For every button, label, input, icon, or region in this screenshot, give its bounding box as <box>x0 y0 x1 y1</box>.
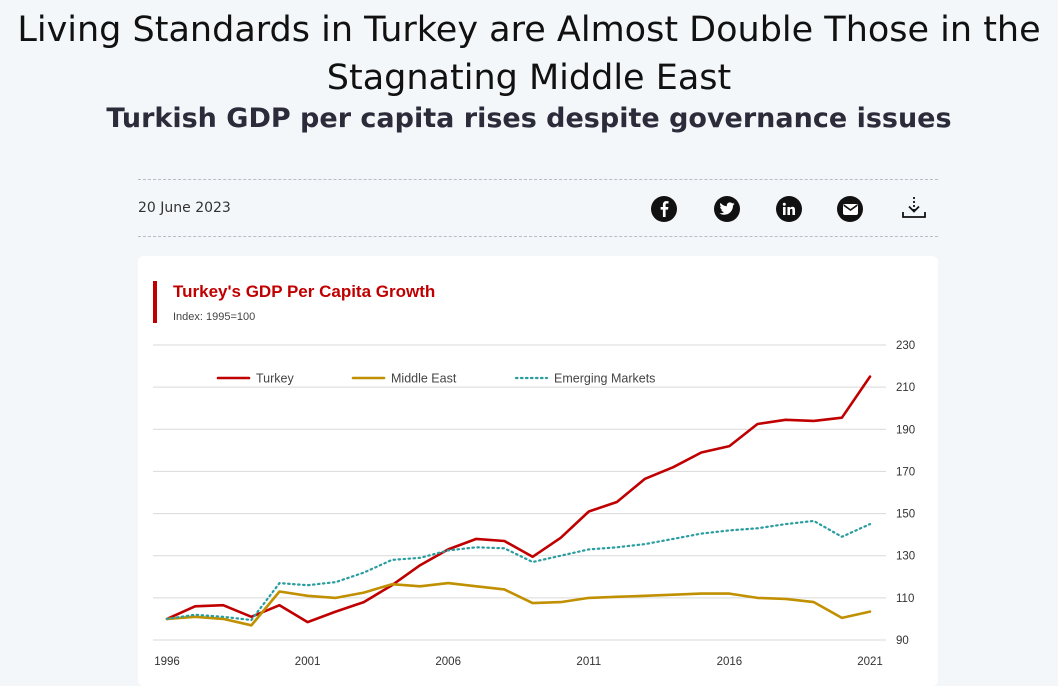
chart-card: Turkey's GDP Per Capita Growth Index: 19… <box>138 256 938 686</box>
chart-title-accent-bar <box>153 281 157 323</box>
chart-subtitle: Index: 1995=100 <box>173 311 256 323</box>
chart-title: Turkey's GDP Per Capita Growth <box>173 282 436 301</box>
page-subheadline: Turkish GDP per capita rises despite gov… <box>106 103 952 134</box>
line-chart: 90 110 130 150 170 190 210 230 1996 2001 2006 2011 2… <box>153 340 915 668</box>
email-icon[interactable] <box>837 196 863 222</box>
series-line-emerging-markets <box>165 519 872 622</box>
y-tick-label: 90 <box>896 635 909 647</box>
x-tick-label: 2016 <box>717 656 743 668</box>
y-tick-label: 170 <box>896 466 915 478</box>
legend-label-emerging-markets: Emerging Markets <box>554 372 655 386</box>
y-tick-label: 130 <box>896 551 915 563</box>
y-tick-label: 110 <box>896 593 914 605</box>
y-tick-label: 230 <box>896 340 915 352</box>
article-meta-bar: 20 June 2023 <box>138 179 938 237</box>
legend-label-middle-east: Middle East <box>391 372 457 386</box>
legend-label-turkey: Turkey <box>256 372 294 386</box>
series-line-turkey <box>165 375 872 624</box>
linkedin-icon[interactable] <box>776 196 802 222</box>
x-tick-label: 1996 <box>154 656 180 668</box>
x-tick-label: 2011 <box>576 656 601 668</box>
y-tick-label: 150 <box>896 509 915 521</box>
download-icon[interactable] <box>900 194 928 222</box>
facebook-icon[interactable] <box>651 196 677 222</box>
publish-date: 20 June 2023 <box>138 200 231 216</box>
x-tick-label: 2001 <box>295 656 321 668</box>
twitter-icon[interactable] <box>714 196 740 222</box>
x-tick-label: 2021 <box>857 656 883 668</box>
page-headline: Living Standards in Turkey are Almost Do… <box>17 10 1041 98</box>
y-tick-label: 210 <box>896 382 915 394</box>
y-tick-label: 190 <box>896 424 915 436</box>
series-line-middle-east <box>165 581 872 627</box>
x-tick-label: 2006 <box>435 656 461 668</box>
